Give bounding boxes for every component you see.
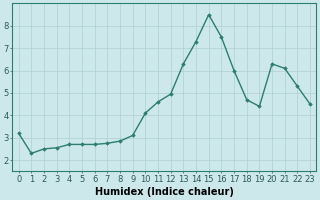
- X-axis label: Humidex (Indice chaleur): Humidex (Indice chaleur): [95, 187, 234, 197]
